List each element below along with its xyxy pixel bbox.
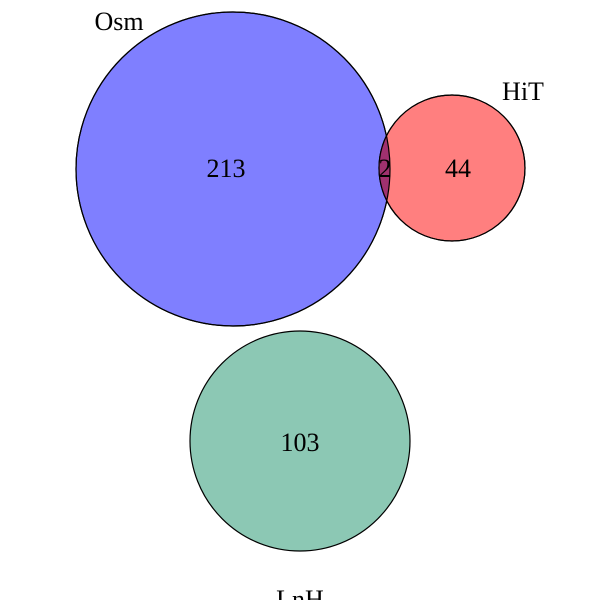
count-osm-only: 213 bbox=[207, 154, 246, 183]
set-outline-hit bbox=[378, 94, 526, 242]
count-lnh-only: 103 bbox=[281, 428, 320, 457]
count-hit-only: 44 bbox=[445, 154, 471, 183]
set-label-osm: Osm bbox=[94, 7, 143, 36]
set-outline-osm bbox=[75, 11, 391, 327]
set-label-hit: HiT bbox=[502, 77, 544, 106]
set-circle-lnh bbox=[189, 330, 411, 552]
count-osm-hit: 2 bbox=[379, 154, 392, 183]
set-label-lnh: LnH bbox=[276, 585, 324, 600]
